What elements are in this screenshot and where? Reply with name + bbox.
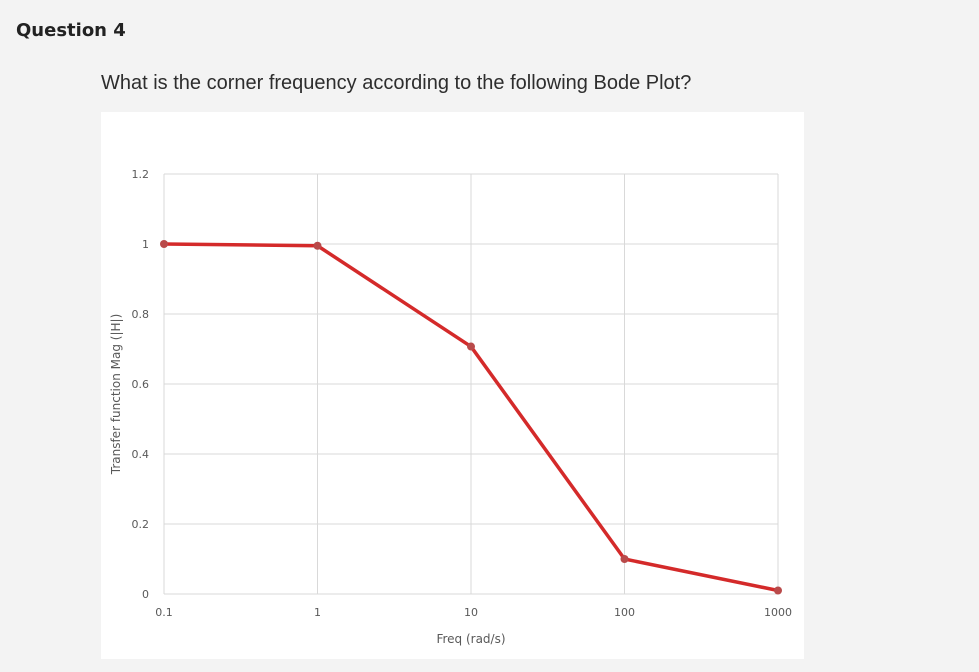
x-tick-label: 1 bbox=[314, 606, 321, 619]
x-tick-label: 1000 bbox=[764, 606, 792, 619]
x-axis-title: Freq (rad/s) bbox=[436, 632, 505, 646]
data-point bbox=[160, 240, 168, 248]
y-tick-label: 0.2 bbox=[132, 518, 150, 531]
data-point bbox=[774, 586, 782, 595]
y-tick-label: 0.8 bbox=[132, 308, 150, 321]
y-tick-label: 0.4 bbox=[132, 448, 150, 461]
data-point bbox=[620, 555, 629, 563]
data-point bbox=[467, 342, 475, 351]
question-text: What is the corner frequency according t… bbox=[101, 72, 692, 94]
point-layer bbox=[160, 240, 782, 595]
x-tick-label: 100 bbox=[614, 606, 635, 619]
y-tick-label: 1.2 bbox=[132, 168, 150, 181]
data-point bbox=[313, 241, 322, 250]
y-tick-label: 0.6 bbox=[132, 378, 150, 391]
y-tick-label: 0 bbox=[142, 588, 149, 601]
y-tick-label: 1 bbox=[142, 238, 149, 251]
bode-plot-chart: 0 0.2 0.4 0.6 0.8 1 1.2 0.1 1 10 100 1000 Freq (rad… bbox=[101, 112, 804, 659]
grid-layer bbox=[163, 173, 779, 595]
question-title: Question 4 bbox=[16, 20, 126, 41]
y-axis-title: Transfer function Mag (|H|) bbox=[109, 314, 123, 476]
bode-plot-svg: 0 0.2 0.4 0.6 0.8 1 1.2 0.1 1 10 100 1000 Freq (rad… bbox=[109, 168, 793, 646]
tick-layer: 0 0.2 0.4 0.6 0.8 1 1.2 0.1 1 10 100 1000 bbox=[132, 168, 793, 619]
x-tick-label: 0.1 bbox=[155, 606, 173, 619]
x-tick-label: 10 bbox=[464, 606, 478, 619]
